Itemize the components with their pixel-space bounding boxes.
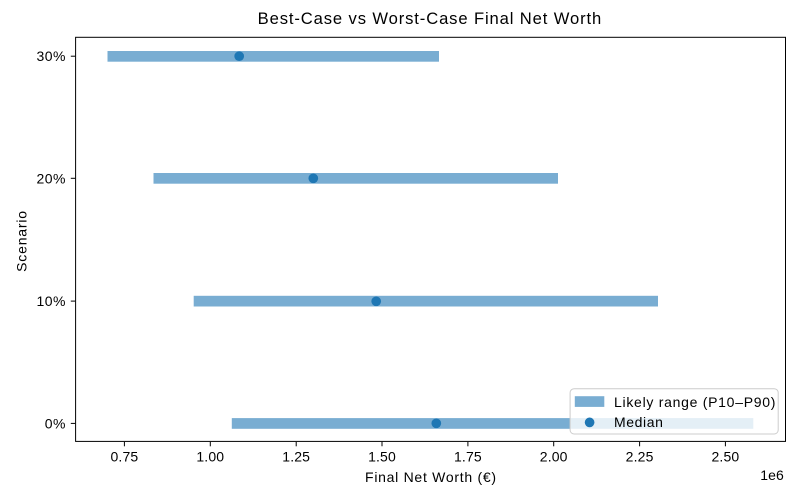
svg-text:Best-Case vs Worst-Case Final: Best-Case vs Worst-Case Final Net Worth <box>258 9 602 28</box>
svg-text:1.25: 1.25 <box>282 449 310 465</box>
svg-text:20%: 20% <box>36 170 66 186</box>
svg-text:Median: Median <box>614 414 664 430</box>
svg-text:Scenario: Scenario <box>14 210 30 272</box>
svg-text:2.25: 2.25 <box>626 449 654 465</box>
svg-text:1.00: 1.00 <box>196 449 224 465</box>
svg-text:0.75: 0.75 <box>110 449 138 465</box>
svg-text:1.50: 1.50 <box>368 449 396 465</box>
svg-text:1.75: 1.75 <box>454 449 482 465</box>
svg-text:Final Net Worth (€): Final Net Worth (€) <box>365 469 497 485</box>
svg-text:30%: 30% <box>36 48 66 64</box>
svg-text:2.00: 2.00 <box>540 449 568 465</box>
svg-text:10%: 10% <box>36 293 66 309</box>
svg-text:2.50: 2.50 <box>711 449 739 465</box>
svg-text:Likely range (P10–P90): Likely range (P10–P90) <box>614 394 776 410</box>
svg-text:0%: 0% <box>45 415 66 431</box>
svg-text:1e6: 1e6 <box>760 467 784 483</box>
